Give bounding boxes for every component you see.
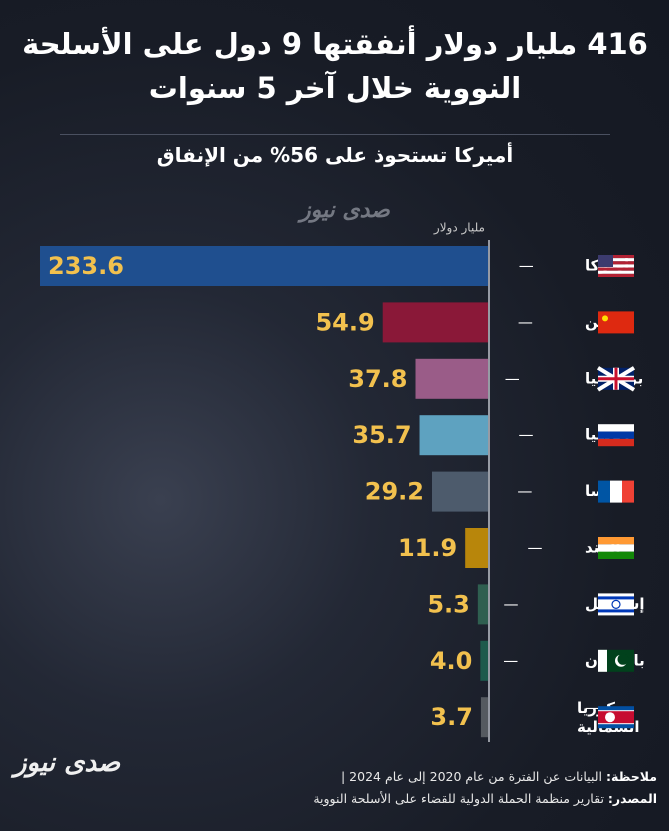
flag-part bbox=[598, 551, 634, 559]
logo: صدى نيوز bbox=[14, 748, 121, 778]
flag bbox=[598, 706, 634, 729]
flag-part bbox=[598, 609, 634, 613]
dash: — bbox=[519, 257, 534, 275]
flag bbox=[596, 366, 636, 392]
bar bbox=[40, 246, 488, 286]
value-label: 5.3 bbox=[427, 590, 470, 618]
dash: — bbox=[503, 595, 518, 613]
value-label: 3.7 bbox=[430, 703, 473, 731]
flag-part bbox=[598, 431, 634, 439]
flag-part bbox=[598, 273, 634, 277]
flag bbox=[598, 593, 634, 616]
flag-part bbox=[598, 311, 634, 334]
bar bbox=[432, 471, 488, 512]
flag-part bbox=[598, 596, 634, 600]
flag-part bbox=[598, 711, 634, 724]
note: البيانات عن الفترة من عام 2020 إلى عام 2… bbox=[340, 769, 603, 784]
flag-part bbox=[598, 544, 634, 552]
flag-part bbox=[598, 255, 634, 259]
dash: — bbox=[528, 539, 543, 557]
flag-part bbox=[598, 649, 607, 672]
flag bbox=[598, 255, 634, 277]
bar bbox=[480, 697, 488, 738]
source: تقارير منظمة الحملة الدولية للقضاء على ا… bbox=[313, 791, 604, 806]
dash: — bbox=[503, 651, 518, 669]
dash: — bbox=[519, 426, 534, 444]
flag-part bbox=[598, 261, 634, 265]
flag-part bbox=[598, 537, 634, 545]
flag-part bbox=[598, 367, 634, 390]
dash: — bbox=[517, 482, 532, 500]
flag-part bbox=[598, 480, 610, 503]
bar bbox=[465, 528, 488, 568]
watermark: صدى نيوز bbox=[300, 198, 390, 223]
flag-part bbox=[605, 712, 615, 723]
dash: — bbox=[505, 369, 520, 387]
value-label: 37.8 bbox=[348, 365, 407, 393]
flag bbox=[598, 480, 634, 503]
chart-title: 416 مليار دولار أنفقتها 9 دول على الأسلح… bbox=[22, 27, 648, 105]
flag-part bbox=[598, 264, 634, 268]
flag bbox=[598, 311, 634, 334]
divider bbox=[60, 134, 610, 135]
bar bbox=[382, 302, 488, 343]
bar bbox=[480, 640, 488, 681]
note-label: ملاحظة: bbox=[606, 769, 657, 784]
dash: — bbox=[518, 313, 533, 331]
flag bbox=[598, 537, 634, 559]
value-label: 54.9 bbox=[315, 308, 374, 336]
flag bbox=[598, 424, 634, 447]
flag-part bbox=[602, 315, 608, 322]
flag-part bbox=[598, 267, 634, 271]
value-label: 35.7 bbox=[352, 421, 411, 449]
flag bbox=[598, 649, 634, 672]
flag-part bbox=[611, 599, 621, 610]
flag-part bbox=[598, 255, 613, 267]
flag-part bbox=[598, 438, 634, 447]
flag-part bbox=[610, 480, 622, 503]
flag-part bbox=[598, 258, 634, 262]
value-label: 11.9 bbox=[398, 534, 457, 562]
bar bbox=[477, 584, 488, 625]
notes: ملاحظة: البيانات عن الفترة من عام 2020 إ… bbox=[137, 766, 657, 810]
source-label: المصدر: bbox=[607, 791, 657, 806]
source-line: المصدر: تقارير منظمة الحملة الدولية للقض… bbox=[137, 788, 657, 810]
chart-subtitle: أميركا تستحوذ على 56% من الإنفاق bbox=[156, 143, 514, 167]
flag-part bbox=[598, 424, 634, 432]
value-label: 233.6 bbox=[48, 252, 124, 280]
bar bbox=[415, 358, 488, 399]
unit-label: مليار دولار bbox=[433, 221, 485, 236]
flag-part bbox=[622, 480, 634, 503]
dash: — bbox=[585, 699, 600, 717]
flag-part bbox=[617, 653, 629, 665]
value-label: 4.0 bbox=[430, 647, 473, 675]
flag-part bbox=[598, 270, 634, 274]
value-label: 29.2 bbox=[365, 478, 424, 506]
bar bbox=[419, 415, 488, 456]
note-line: ملاحظة: البيانات عن الفترة من عام 2020 إ… bbox=[137, 766, 657, 788]
